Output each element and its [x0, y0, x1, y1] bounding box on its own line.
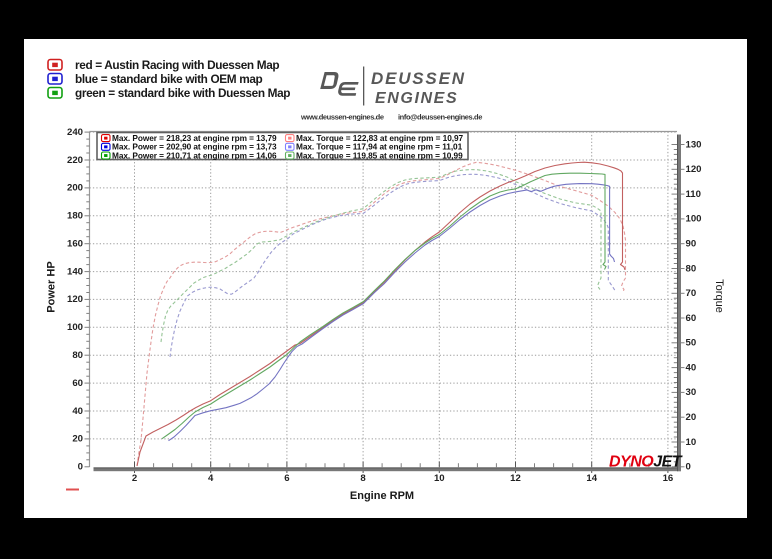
svg-text:Max. Torque = 117,94 at engine: Max. Torque = 117,94 at engine rpm = 11,… — [296, 142, 463, 152]
svg-text:90: 90 — [686, 239, 697, 250]
svg-text:120: 120 — [67, 294, 83, 305]
svg-text:12: 12 — [510, 473, 521, 484]
svg-text:200: 200 — [67, 183, 83, 194]
svg-text:DYNOJET: DYNOJET — [609, 454, 683, 471]
svg-text:140: 140 — [67, 266, 83, 277]
svg-text:40: 40 — [686, 362, 697, 373]
svg-text:Max. Torque = 119,85 at engine: Max. Torque = 119,85 at engine rpm = 10,… — [296, 150, 463, 160]
svg-text:6: 6 — [284, 473, 289, 484]
svg-text:10: 10 — [686, 437, 697, 448]
svg-text:Power HP: Power HP — [46, 261, 58, 312]
svg-text:www.deussen-engines.de: www.deussen-engines.de — [300, 113, 384, 122]
svg-text:16: 16 — [663, 473, 674, 484]
svg-text:120: 120 — [686, 164, 702, 175]
svg-text:80: 80 — [72, 350, 83, 361]
svg-text:240: 240 — [67, 127, 83, 138]
svg-text:40: 40 — [72, 406, 83, 417]
svg-text:180: 180 — [67, 211, 83, 222]
svg-text:Max. Power = 210,71 at engine: Max. Power = 210,71 at engine rpm = 14,0… — [112, 150, 277, 160]
svg-text:0: 0 — [686, 462, 691, 473]
svg-text:0: 0 — [78, 462, 83, 473]
svg-text:14: 14 — [586, 473, 597, 484]
svg-text:20: 20 — [72, 434, 83, 445]
svg-text:green = standard bike with Due: green = standard bike with Duessen Map — [75, 86, 290, 100]
svg-text:80: 80 — [686, 263, 697, 274]
svg-text:60: 60 — [72, 378, 83, 389]
svg-text:30: 30 — [686, 387, 697, 398]
svg-text:8: 8 — [360, 473, 366, 484]
svg-text:100: 100 — [686, 214, 702, 225]
svg-text:2: 2 — [132, 473, 137, 484]
svg-text:60: 60 — [686, 313, 697, 324]
svg-text:160: 160 — [67, 239, 83, 250]
svg-text:blue = standard bike with OEM: blue = standard bike with OEM map — [75, 72, 263, 86]
svg-text:70: 70 — [686, 288, 697, 299]
svg-text:50: 50 — [686, 338, 697, 349]
svg-text:220: 220 — [67, 155, 83, 166]
svg-text:info@deussen-engines.de: info@deussen-engines.de — [398, 113, 482, 122]
svg-text:DEUSSEN: DEUSSEN — [371, 69, 466, 88]
svg-text:Engine RPM: Engine RPM — [350, 490, 414, 502]
svg-text:10: 10 — [434, 473, 445, 484]
svg-text:4: 4 — [208, 473, 214, 484]
svg-text:110: 110 — [686, 189, 701, 200]
svg-text:100: 100 — [67, 322, 83, 333]
svg-text:Max. Power = 218,23 at engine: Max. Power = 218,23 at engine rpm = 13,7… — [112, 133, 277, 143]
svg-text:red = Austin Racing with Duess: red = Austin Racing with Duessen Map — [75, 58, 279, 72]
svg-text:20: 20 — [686, 412, 697, 423]
svg-text:ENGINES: ENGINES — [375, 90, 458, 107]
svg-text:Max. Power = 202,90 at engine: Max. Power = 202,90 at engine rpm = 13,7… — [112, 142, 277, 152]
svg-text:Max. Torque = 122,83 at engine: Max. Torque = 122,83 at engine rpm = 10,… — [296, 133, 464, 143]
svg-text:Torque: Torque — [713, 279, 725, 313]
svg-text:130: 130 — [686, 139, 702, 150]
